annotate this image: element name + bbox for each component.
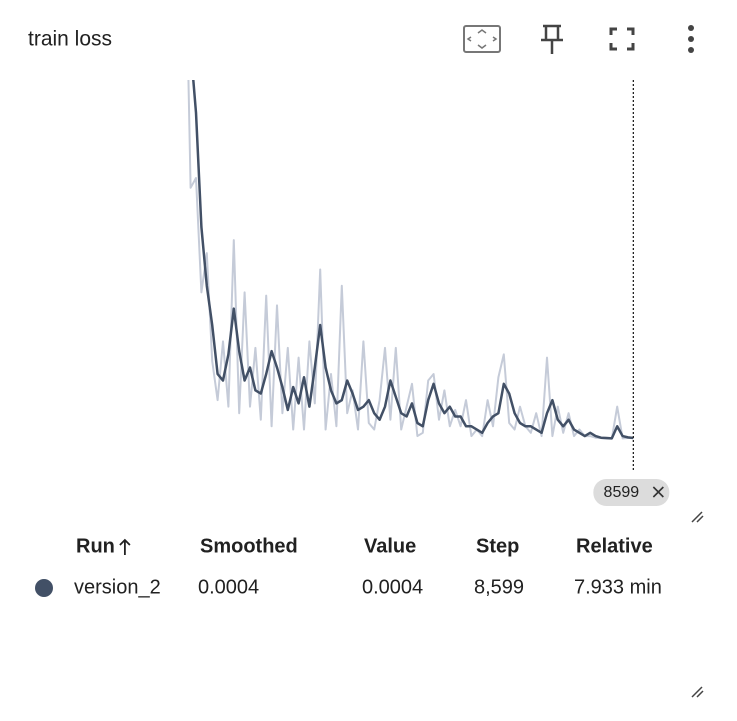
table-cell: 0.0004: [198, 576, 259, 598]
table: Run Smoothed Value Step Relative version_2 0.0…: [35, 535, 662, 598]
table-cell: 8,599: [474, 576, 524, 598]
column-header[interactable]: Relative: [576, 535, 653, 557]
run-color-dot: [35, 579, 53, 597]
column-header[interactable]: Run: [76, 535, 115, 557]
line-series: [192, 80, 634, 440]
resize-handle[interactable]: [691, 686, 704, 698]
more-icon[interactable]: [688, 25, 694, 53]
resize-handle[interactable]: [691, 511, 704, 523]
column-header[interactable]: Step: [476, 535, 519, 557]
plot: [187, 80, 634, 440]
table-cell: 7.933 min: [574, 576, 662, 598]
sort-arrow: [119, 538, 131, 555]
pin-icon[interactable]: [541, 24, 563, 54]
fit-icon[interactable]: [463, 25, 501, 53]
table-cell: version_2: [74, 576, 161, 598]
chart-title: train loss: [28, 28, 112, 51]
cursor: 8599: [593, 80, 670, 506]
cursor-close[interactable]: [652, 486, 664, 498]
column-header[interactable]: Value: [364, 535, 416, 557]
line-series: [187, 80, 634, 440]
cursor-tag: [593, 479, 670, 506]
fullscreen-icon[interactable]: [609, 27, 635, 51]
table-cell: 0.0004: [362, 576, 423, 598]
column-header[interactable]: Smoothed: [200, 535, 298, 557]
cursor-label: 8599: [604, 484, 640, 501]
